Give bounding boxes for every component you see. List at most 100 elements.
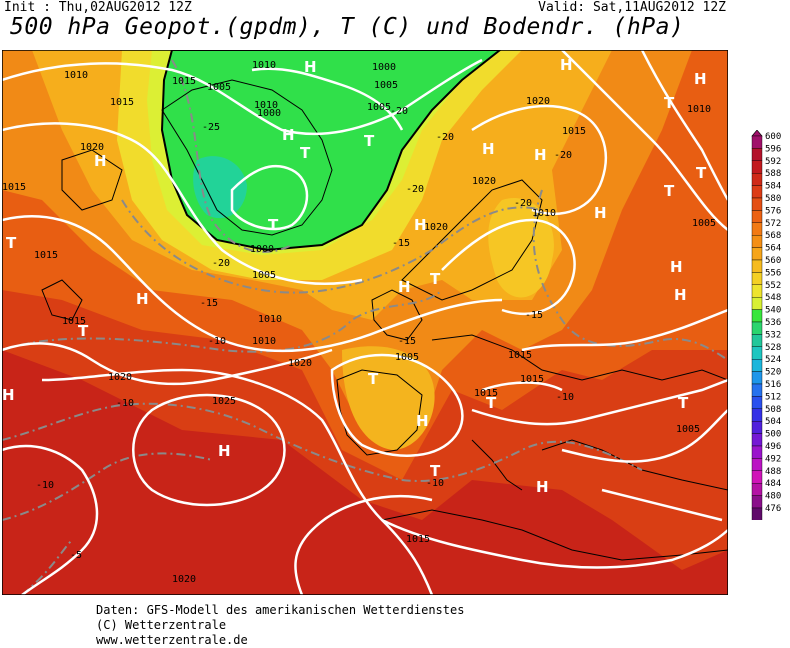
isobar-label: 1005 [692,218,716,229]
pressure-center: T [678,394,689,412]
scale-swatch [751,247,763,261]
isobar-label: 1015 [406,534,430,545]
scale-swatch [751,495,763,509]
scale-swatch [751,421,763,434]
pressure-center: H [414,216,427,234]
scale-swatch [751,334,763,347]
scale-label: 512 [765,392,781,402]
temp-label: -15 [392,238,410,249]
temp-label: -15 [398,336,416,347]
temperature-labels: -25 -20 -20 -20 -20 -15 -15 -10 -15 -20 … [36,106,574,561]
scale-label: 568 [765,231,781,241]
scale-label: 580 [765,194,781,204]
isobar-label: 1005 [207,82,231,93]
scale-label: 516 [765,380,781,390]
scale-swatch [751,458,763,471]
isobar-label: 1020 [108,372,132,383]
scale-swatch [751,148,763,161]
isobar-label: 1015 [508,350,532,361]
scale-label: 528 [765,343,781,353]
pressure-center: H [674,286,687,304]
scale-label: 592 [765,157,781,167]
scale-swatch [751,321,763,335]
scale-swatch [751,433,763,447]
scale-swatch [751,408,763,422]
scale-swatch [751,396,763,409]
temp-label: -10 [556,392,574,403]
scale-swatch [751,173,763,186]
map-title: 500 hPa Geopot.(gpdm), T (C) und Bodendr… [10,14,685,40]
isobar-label: 1005 [252,270,276,281]
scale-swatch [751,371,763,385]
isobar-label: 1000 [257,108,281,119]
scale-swatch [751,234,763,248]
isobar-label: 1005 [395,352,419,363]
scale-label: 508 [765,405,781,415]
footer-data-source: Daten: GFS-Modell des amerikanischen Wet… [96,603,465,617]
scale-swatch [751,383,763,397]
isobar-label: 1015 [520,374,544,385]
isobar-labels: 1010 1015 1015 1020 1015 1010 1000 1005 … [2,60,716,585]
scale-label: 484 [765,479,781,489]
isobar-label: 1015 [2,182,26,193]
pressure-center: T [6,234,17,252]
pressure-center: T [486,394,497,412]
pressure-center: T [430,462,441,480]
isobar-label: 1010 [252,336,276,347]
pressure-center: H [482,140,495,158]
scale-label: 600 [765,132,781,142]
pressure-center: H [536,478,549,496]
temp-label: -20 [406,184,424,195]
scale-swatch [751,210,763,224]
scale-label: 540 [765,306,781,316]
scale-swatch [751,222,763,236]
isobar-label: 1015 [562,126,586,137]
scale-swatch [751,296,763,310]
temp-label: -20 [390,106,408,117]
pressure-center: T [78,322,89,340]
isobar-label: 1010 [252,60,276,71]
scale-label: 524 [765,355,781,365]
temp-label: -20 [514,198,532,209]
isobar-label: 1005 [374,80,398,91]
isobar-label: 1015 [172,76,196,87]
isobar-label: 1010 [532,208,556,219]
pressure-center: H [304,58,317,76]
isobar-label: 1020 [80,142,104,153]
pressure-center: H [534,146,547,164]
isobar-label: 1015 [474,388,498,399]
temp-label: -15 [200,298,218,309]
footer-copyright: (C) Wetterzentrale [96,618,227,632]
scale-swatch [751,483,763,496]
scale-label: 560 [765,256,781,266]
scale-arrow-top [751,130,763,137]
color-scale: 600 596 592 588 584 580 576 572 568 564 560 556 552 5… [751,130,781,520]
scale-swatch [751,135,763,149]
temp-label: -10 [426,478,444,489]
pressure-center: T [364,132,375,150]
scale-label: 476 [765,504,781,514]
scale-label: 488 [765,467,781,477]
scale-label: 552 [765,281,781,291]
temp-label: -20 [554,150,572,161]
scale-label: 480 [765,492,781,502]
weather-map: 1010 1015 1015 1020 1015 1010 1000 1005 … [2,50,728,595]
scale-swatch [751,259,763,273]
pressure-center: H [416,412,429,430]
scale-swatch [751,284,763,298]
scale-label: 564 [765,244,781,254]
pressure-centers: H H H T H T T H T T H H T H T H T H H H … [2,56,707,496]
scale-swatch [751,470,763,484]
scale-label: 588 [765,169,781,179]
scale-label: 556 [765,268,781,278]
band-teal [193,156,247,219]
pressure-center: T [300,144,311,162]
temp-label: -5 [70,550,82,561]
scale-swatch [751,309,763,323]
band-yellow-blob [488,198,554,298]
scale-swatch [751,197,763,211]
scale-label: 532 [765,330,781,340]
isobar-label: 1010 [687,104,711,115]
scale-swatch [751,445,763,459]
pressure-center: T [430,270,441,288]
